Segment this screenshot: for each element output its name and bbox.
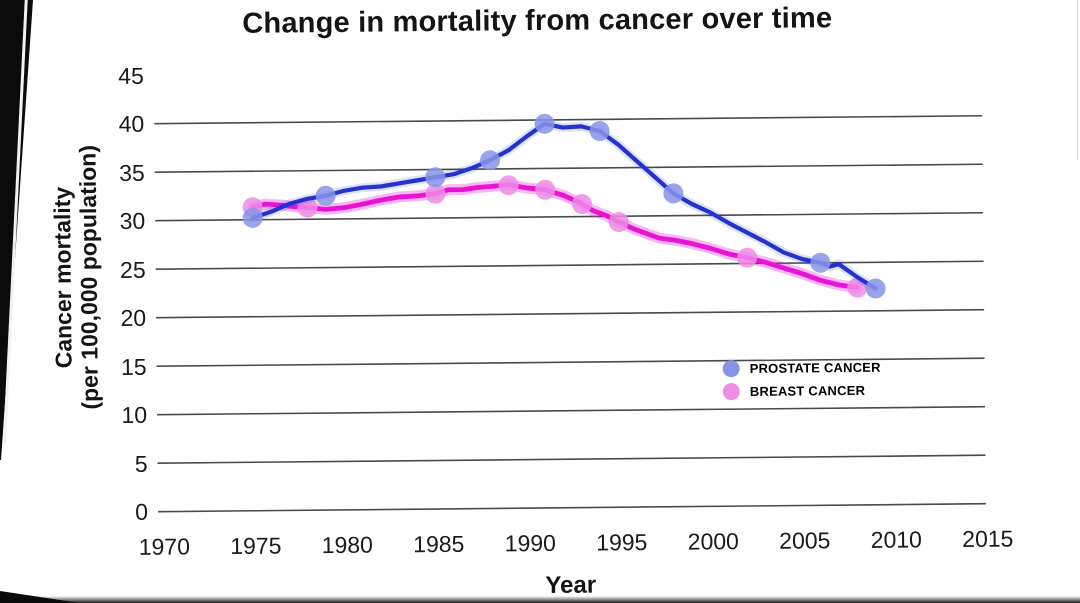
data-point-marker-prostate: [480, 150, 501, 171]
gridline: [157, 454, 986, 464]
y-tick-label: 10: [121, 401, 148, 429]
gridline: [155, 260, 984, 270]
y-tick-label: 45: [118, 62, 144, 89]
line-glow-breast: [247, 179, 863, 294]
data-point-marker-breast: [535, 179, 556, 200]
data-point-marker-breast: [498, 175, 519, 196]
data-point-marker-prostate: [663, 183, 684, 204]
data-point-marker-breast: [608, 212, 629, 233]
legend-label-breast: BREAST CANCER: [749, 382, 866, 399]
gridline: [155, 211, 984, 222]
y-tick-label: 20: [120, 304, 147, 332]
x-tick-label: 1975: [230, 532, 282, 559]
x-tick-label: 1995: [596, 528, 648, 556]
gridline: [157, 502, 986, 513]
legend-item-breast: BREAST CANCER: [722, 382, 881, 401]
x-tick-label: 1980: [321, 531, 374, 559]
photo-bottom-shadow: [0, 596, 1080, 603]
legend-label-prostate: PROSTATE CANCER: [749, 359, 881, 376]
gridline: [156, 357, 985, 367]
data-point-marker-prostate: [589, 121, 610, 142]
gridline: [154, 163, 983, 173]
x-tick-label: 1970: [138, 533, 191, 560]
photo-right-edge-line: [1076, 0, 1078, 160]
data-point-marker-prostate: [315, 185, 336, 206]
breast-legend-dot-icon: [722, 383, 740, 401]
data-point-marker-prostate: [865, 278, 886, 299]
legend: PROSTATE CANCER BREAST CANCER: [722, 359, 882, 407]
legend-item-prostate: PROSTATE CANCER: [722, 359, 881, 378]
data-point-marker-breast: [571, 193, 592, 214]
y-tick-label: 35: [119, 159, 145, 186]
data-point-marker-breast: [425, 183, 446, 204]
x-tick-label: 2010: [870, 526, 923, 553]
data-point-marker-prostate: [242, 207, 263, 228]
data-point-marker-prostate: [810, 252, 831, 273]
y-tick-label: 0: [135, 498, 149, 525]
x-tick-label: 1985: [413, 530, 465, 558]
gridline: [156, 308, 985, 319]
x-tick-label: 2005: [779, 527, 831, 554]
y-tick-label: 15: [120, 353, 147, 380]
line-prostate: [250, 121, 878, 291]
data-point-marker-breast: [297, 197, 318, 218]
data-point-marker-breast: [737, 247, 758, 268]
data-point-marker-prostate: [425, 167, 446, 188]
y-tick-label: 5: [134, 450, 148, 477]
data-point-marker-prostate: [534, 113, 555, 134]
x-tick-label: 1990: [504, 529, 557, 557]
y-tick-label: 40: [118, 110, 145, 138]
gridline: [157, 405, 986, 416]
y-tick-label: 25: [119, 256, 146, 283]
y-tick-label: 30: [119, 207, 146, 235]
gridline: [154, 114, 983, 125]
prostate-legend-dot-icon: [722, 360, 740, 378]
x-tick-label: 2000: [687, 528, 740, 555]
x-tick-label: 2015: [962, 525, 1014, 552]
